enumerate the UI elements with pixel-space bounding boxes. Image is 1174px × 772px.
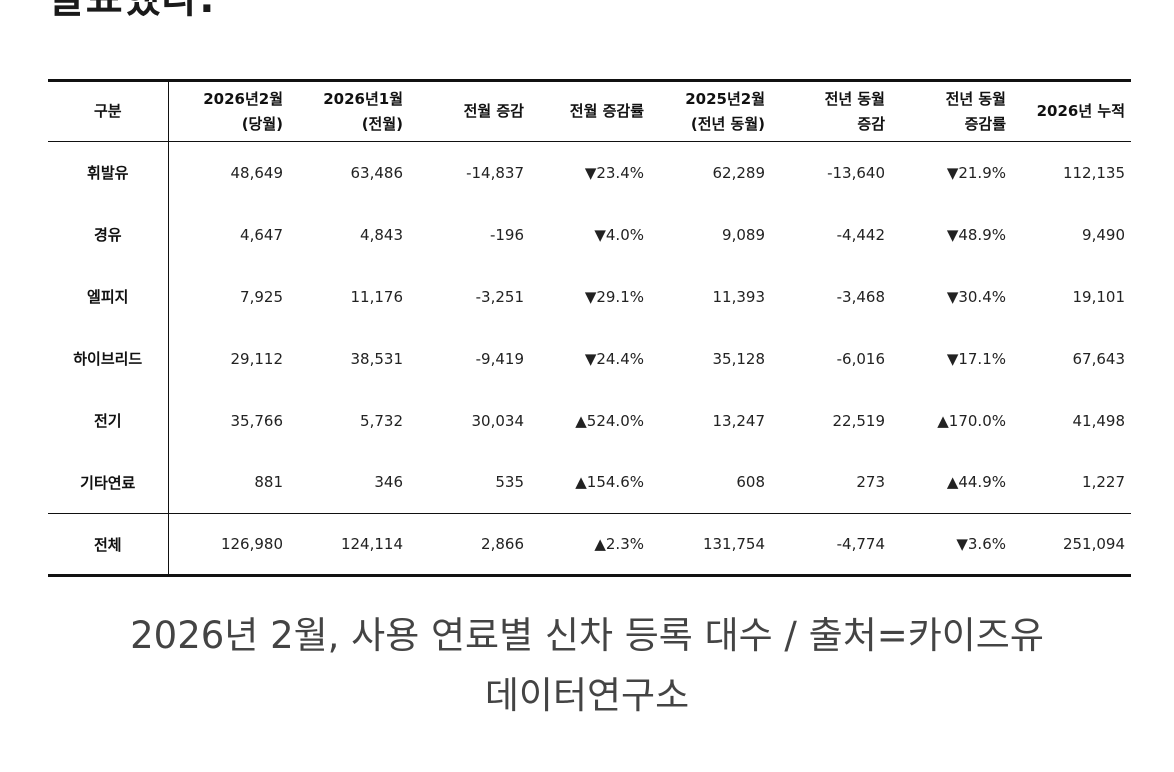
row-category: 경유 — [48, 203, 169, 266]
table-row: 기타연료 881 346 535 ▲154.6% 608 273 ▲44.9% … — [48, 451, 1131, 514]
row-category: 기타연료 — [48, 451, 169, 514]
caption-line-1: 2026년 2월, 사용 연료별 신차 등록 대수 / 출처=카이즈유 — [130, 614, 1044, 657]
cell-current-month: 4,647 — [240, 225, 283, 244]
cell-yoy-change: -13,640 — [827, 163, 885, 182]
cell-previous-month: 11,176 — [350, 287, 404, 306]
cell-last-year: 62,289 — [712, 163, 766, 182]
cell-mom-rate: ▼23.4% — [584, 163, 644, 182]
header-yoy-rate-line1: 전년 동월 — [945, 89, 1006, 108]
header-yoy-change-line1: 전년 동월 — [824, 89, 885, 108]
cell-mom-rate: ▲154.6% — [575, 473, 644, 492]
cell-mom-change: 30,034 — [471, 411, 525, 430]
cell-mom-change: -196 — [489, 225, 524, 244]
article-text-fragment: 발표했다. — [48, 0, 215, 24]
header-last-year-line2: (전년 동월) — [690, 114, 765, 133]
cell-last-year: 608 — [736, 473, 765, 492]
cell-mom-rate: ▼4.0% — [594, 225, 644, 244]
cell-mom-rate: ▼24.4% — [584, 349, 644, 368]
cell-last-year: 13,247 — [712, 411, 766, 430]
header-mom-rate: 전월 증감률 — [530, 79, 650, 142]
cell-current-month: 29,112 — [230, 349, 284, 368]
cell-previous-month: 63,486 — [350, 163, 404, 182]
total-yoy-rate: ▼3.6% — [891, 513, 1012, 577]
row-category: 휘발유 — [48, 141, 169, 204]
cell-yoy-change: 22,519 — [832, 411, 886, 430]
header-mom-rate-label: 전월 증감률 — [569, 102, 644, 120]
cell-mom-change: -14,837 — [466, 163, 524, 182]
table-total-row: 전체 126,980 124,114 2,866 ▲2.3% 131,754 -… — [48, 513, 1131, 577]
cell-yoy-change: -4,442 — [836, 225, 885, 244]
header-last-year: 2025년2월 (전년 동월) — [650, 79, 771, 142]
cell-ytd: 19,101 — [1072, 287, 1126, 306]
header-mom-change-label: 전월 증감 — [463, 102, 524, 120]
header-current-month-line1: 2026년2월 — [203, 89, 283, 108]
header-yoy-rate: 전년 동월 증감률 — [891, 79, 1012, 142]
cell-ytd: 9,490 — [1082, 225, 1125, 244]
cell-ytd: 67,643 — [1072, 349, 1126, 368]
cell-mom-change: 535 — [495, 473, 524, 492]
total-previous-month: 124,114 — [289, 513, 409, 577]
table-row: 하이브리드 29,112 38,531 -9,419 ▼24.4% 35,128… — [48, 327, 1131, 390]
header-current-month-line2: (당월) — [241, 114, 283, 133]
cell-current-month: 881 — [254, 473, 283, 492]
row-category: 엘피지 — [48, 265, 169, 328]
row-category: 하이브리드 — [48, 327, 169, 390]
cell-last-year: 11,393 — [712, 287, 766, 306]
cell-current-month: 7,925 — [240, 287, 283, 306]
header-category-label: 구분 — [93, 102, 122, 120]
table-row: 경유 4,647 4,843 -196 ▼4.0% 9,089 -4,442 ▼… — [48, 203, 1131, 266]
header-yoy-change-line2: 증감 — [857, 114, 885, 133]
cell-current-month: 48,649 — [230, 163, 284, 182]
cell-mom-change: -9,419 — [475, 349, 524, 368]
cell-yoy-change: 273 — [856, 473, 885, 492]
total-mom-rate: ▲2.3% — [530, 513, 650, 577]
total-ytd: 251,094 — [1012, 513, 1131, 577]
header-ytd: 2026년 누적 — [1012, 79, 1131, 142]
cell-yoy-rate: ▼48.9% — [946, 225, 1006, 244]
cell-ytd: 112,135 — [1062, 163, 1125, 182]
caption-line-2: 데이터연구소 — [484, 674, 690, 717]
cell-ytd: 41,498 — [1072, 411, 1126, 430]
cell-yoy-rate: ▼17.1% — [946, 349, 1006, 368]
cell-yoy-rate: ▲44.9% — [946, 473, 1006, 492]
header-last-year-line1: 2025년2월 — [685, 89, 765, 108]
table-row: 휘발유 48,649 63,486 -14,837 ▼23.4% 62,289 … — [48, 141, 1131, 204]
header-yoy-rate-line2: 증감률 — [964, 114, 1006, 133]
cell-current-month: 35,766 — [230, 411, 284, 430]
cell-yoy-change: -3,468 — [836, 287, 885, 306]
cell-yoy-rate: ▼30.4% — [946, 287, 1006, 306]
cell-ytd: 1,227 — [1082, 473, 1125, 492]
cell-mom-change: -3,251 — [475, 287, 524, 306]
cell-yoy-change: -6,016 — [836, 349, 885, 368]
cell-mom-rate: ▼29.1% — [584, 287, 644, 306]
cell-previous-month: 38,531 — [350, 349, 404, 368]
header-previous-month: 2026년1월 (전월) — [289, 79, 409, 142]
cell-previous-month: 5,732 — [360, 411, 403, 430]
cell-mom-rate: ▲524.0% — [575, 411, 644, 430]
cell-previous-month: 346 — [374, 473, 403, 492]
total-last-year: 131,754 — [650, 513, 771, 577]
total-mom-change: 2,866 — [409, 513, 530, 577]
fuel-registration-table: 구분 2026년2월 (당월) 2026년1월 (전월) 전월 증감 전월 증감… — [48, 79, 1131, 577]
header-yoy-change: 전년 동월 증감 — [771, 79, 891, 142]
total-category: 전체 — [48, 513, 169, 577]
total-yoy-change: -4,774 — [771, 513, 891, 577]
table-header-row: 구분 2026년2월 (당월) 2026년1월 (전월) 전월 증감 전월 증감… — [48, 79, 1131, 142]
image-caption: 2026년 2월, 사용 연료별 신차 등록 대수 / 출처=카이즈유 데이터연… — [0, 606, 1174, 726]
cell-previous-month: 4,843 — [360, 225, 403, 244]
header-mom-change: 전월 증감 — [409, 79, 530, 142]
header-current-month: 2026년2월 (당월) — [168, 79, 289, 142]
cell-last-year: 35,128 — [712, 349, 766, 368]
header-ytd-label: 2026년 누적 — [1036, 102, 1125, 120]
header-previous-month-line2: (전월) — [361, 114, 403, 133]
header-previous-month-line1: 2026년1월 — [323, 89, 403, 108]
table-row: 전기 35,766 5,732 30,034 ▲524.0% 13,247 22… — [48, 389, 1131, 452]
cell-yoy-rate: ▲170.0% — [937, 411, 1006, 430]
row-category: 전기 — [48, 389, 169, 452]
total-current-month: 126,980 — [168, 513, 289, 577]
cell-last-year: 9,089 — [722, 225, 765, 244]
cell-yoy-rate: ▼21.9% — [946, 163, 1006, 182]
table-row: 엘피지 7,925 11,176 -3,251 ▼29.1% 11,393 -3… — [48, 265, 1131, 328]
header-category: 구분 — [48, 79, 169, 142]
